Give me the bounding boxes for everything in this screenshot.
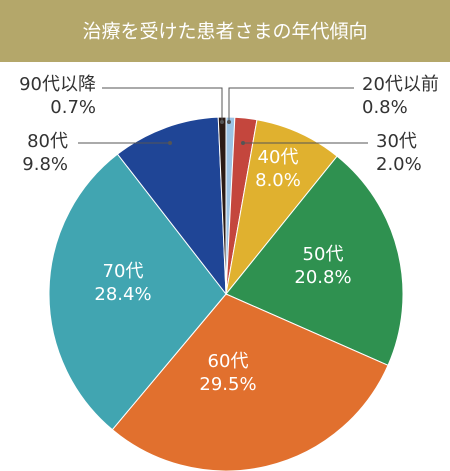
slice-value-label: 20.8%: [294, 267, 351, 288]
pie-slice: [116, 116, 227, 296]
slice-label: 90代以降: [19, 74, 96, 95]
slice-label: 50代: [303, 244, 344, 265]
leader-line: [102, 87, 223, 122]
slice-value-label: 28.4%: [94, 284, 151, 305]
slice-label: 30代: [376, 131, 417, 152]
slice-label: 80代: [27, 131, 68, 152]
slice-label: 40代: [258, 147, 299, 168]
leader-dot: [227, 120, 231, 124]
leader-dot: [220, 120, 224, 124]
title-bar: [0, 0, 450, 62]
leader-dot: [241, 141, 245, 145]
slice-value-label: 29.5%: [199, 374, 256, 395]
slice-value-label: 2.0%: [376, 154, 422, 175]
slice-value-label: 0.7%: [50, 97, 96, 118]
pie-slice: [111, 293, 389, 471]
slice-label: 60代: [208, 351, 249, 372]
slice-label: 20代以前: [362, 74, 439, 95]
leader-dot: [168, 141, 172, 145]
slice-value-label: 8.0%: [255, 170, 301, 191]
pie-slice: [48, 153, 227, 431]
leader-line: [228, 87, 354, 122]
slice-label: 70代: [103, 261, 144, 282]
pie-slice: [225, 119, 338, 295]
slice-value-label: 0.8%: [362, 97, 408, 118]
chart-title: 治療を受けた患者さまの年代傾向: [82, 21, 367, 43]
slice-value-label: 9.8%: [22, 154, 68, 175]
